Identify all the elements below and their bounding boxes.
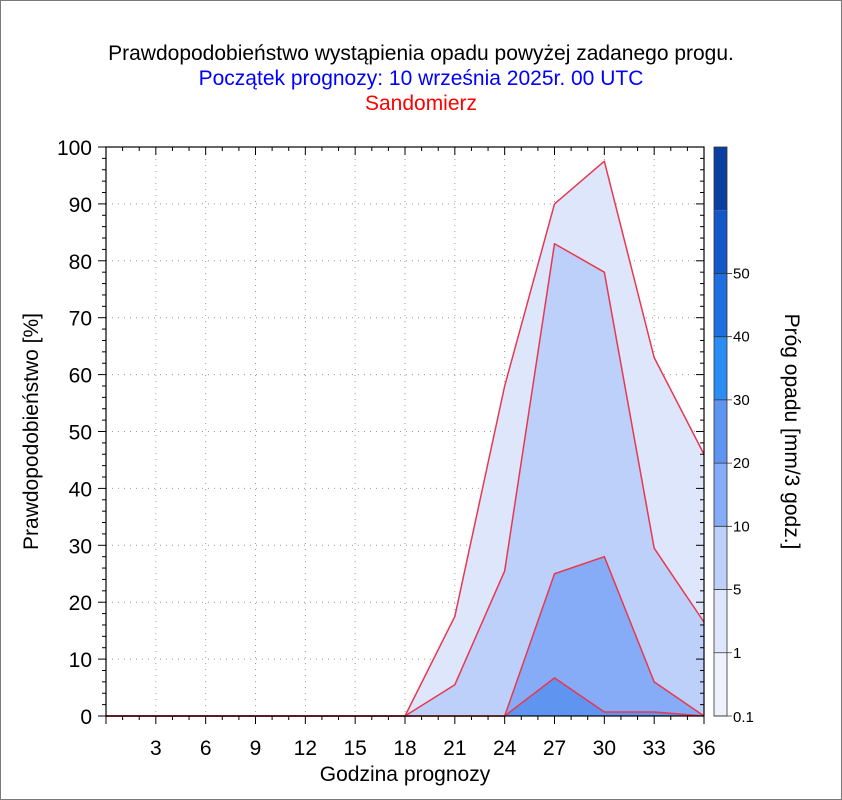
- chart-subtitle: Początek prognozy: 10 września 2025r. 00…: [198, 67, 644, 90]
- colorbar-tick-label: 50: [733, 265, 750, 282]
- colorbar-segment: [714, 147, 727, 211]
- x-tick-label: 6: [200, 737, 212, 760]
- colorbar-tick-label: 5: [733, 582, 741, 599]
- colorbar-segment: [714, 652, 727, 716]
- colorbar-tick-label: 10: [733, 518, 750, 535]
- colorbar-tick-label: 40: [733, 329, 750, 346]
- colorbar-tick-label: 20: [733, 455, 750, 472]
- y-tick-label: 30: [69, 535, 92, 558]
- x-tick-label: 18: [393, 737, 416, 760]
- colorbar-segment: [714, 463, 727, 527]
- x-tick-label: 21: [443, 737, 466, 760]
- colorbar-segment: [714, 210, 727, 274]
- colorbar-segment: [714, 273, 727, 337]
- x-axis-title: Godzina prognozy: [320, 763, 491, 786]
- colorbar-segment: [714, 589, 727, 653]
- y-tick-label: 60: [69, 365, 92, 388]
- x-tick-label: 36: [692, 737, 715, 760]
- x-tick-label: 27: [543, 737, 566, 760]
- colorbar-segment: [714, 526, 727, 590]
- colorbar-segment: [714, 399, 727, 464]
- colorbar-tick-label: 30: [733, 392, 750, 409]
- y-tick-label: 100: [57, 137, 92, 160]
- x-tick-label: 24: [493, 737, 517, 760]
- colorbar-segment: [714, 336, 727, 400]
- location-label: Sandomierz: [364, 92, 478, 115]
- x-tick-label: 15: [343, 737, 366, 760]
- y-tick-label: 40: [69, 478, 92, 501]
- y-axis-title: Prawdopodobieństwo [%]: [20, 313, 43, 550]
- chart-title: Prawdopodobieństwo wystąpienia opadu pow…: [108, 42, 734, 65]
- y-tick-label: 90: [69, 194, 92, 217]
- x-tick-label: 33: [642, 737, 665, 760]
- x-tick-label: 9: [250, 737, 262, 760]
- area-series-5: [106, 556, 704, 716]
- colorbar-tick-label: 0.1: [733, 709, 754, 726]
- y-tick-label: 0: [80, 706, 92, 729]
- x-tick-label: 12: [294, 737, 317, 760]
- x-tick-label: 30: [593, 737, 616, 760]
- y-tick-label: 50: [69, 422, 92, 445]
- y-tick-label: 70: [69, 308, 92, 331]
- colorbar-tick-label: 1: [733, 645, 741, 662]
- y-tick-label: 80: [69, 251, 92, 274]
- y-tick-label: 20: [69, 592, 92, 615]
- area-series-10: [106, 677, 704, 716]
- x-tick-label: 3: [150, 737, 162, 760]
- colorbar-title: Próg opadu [mm/3 godz.]: [780, 314, 803, 550]
- y-tick-label: 10: [69, 649, 92, 672]
